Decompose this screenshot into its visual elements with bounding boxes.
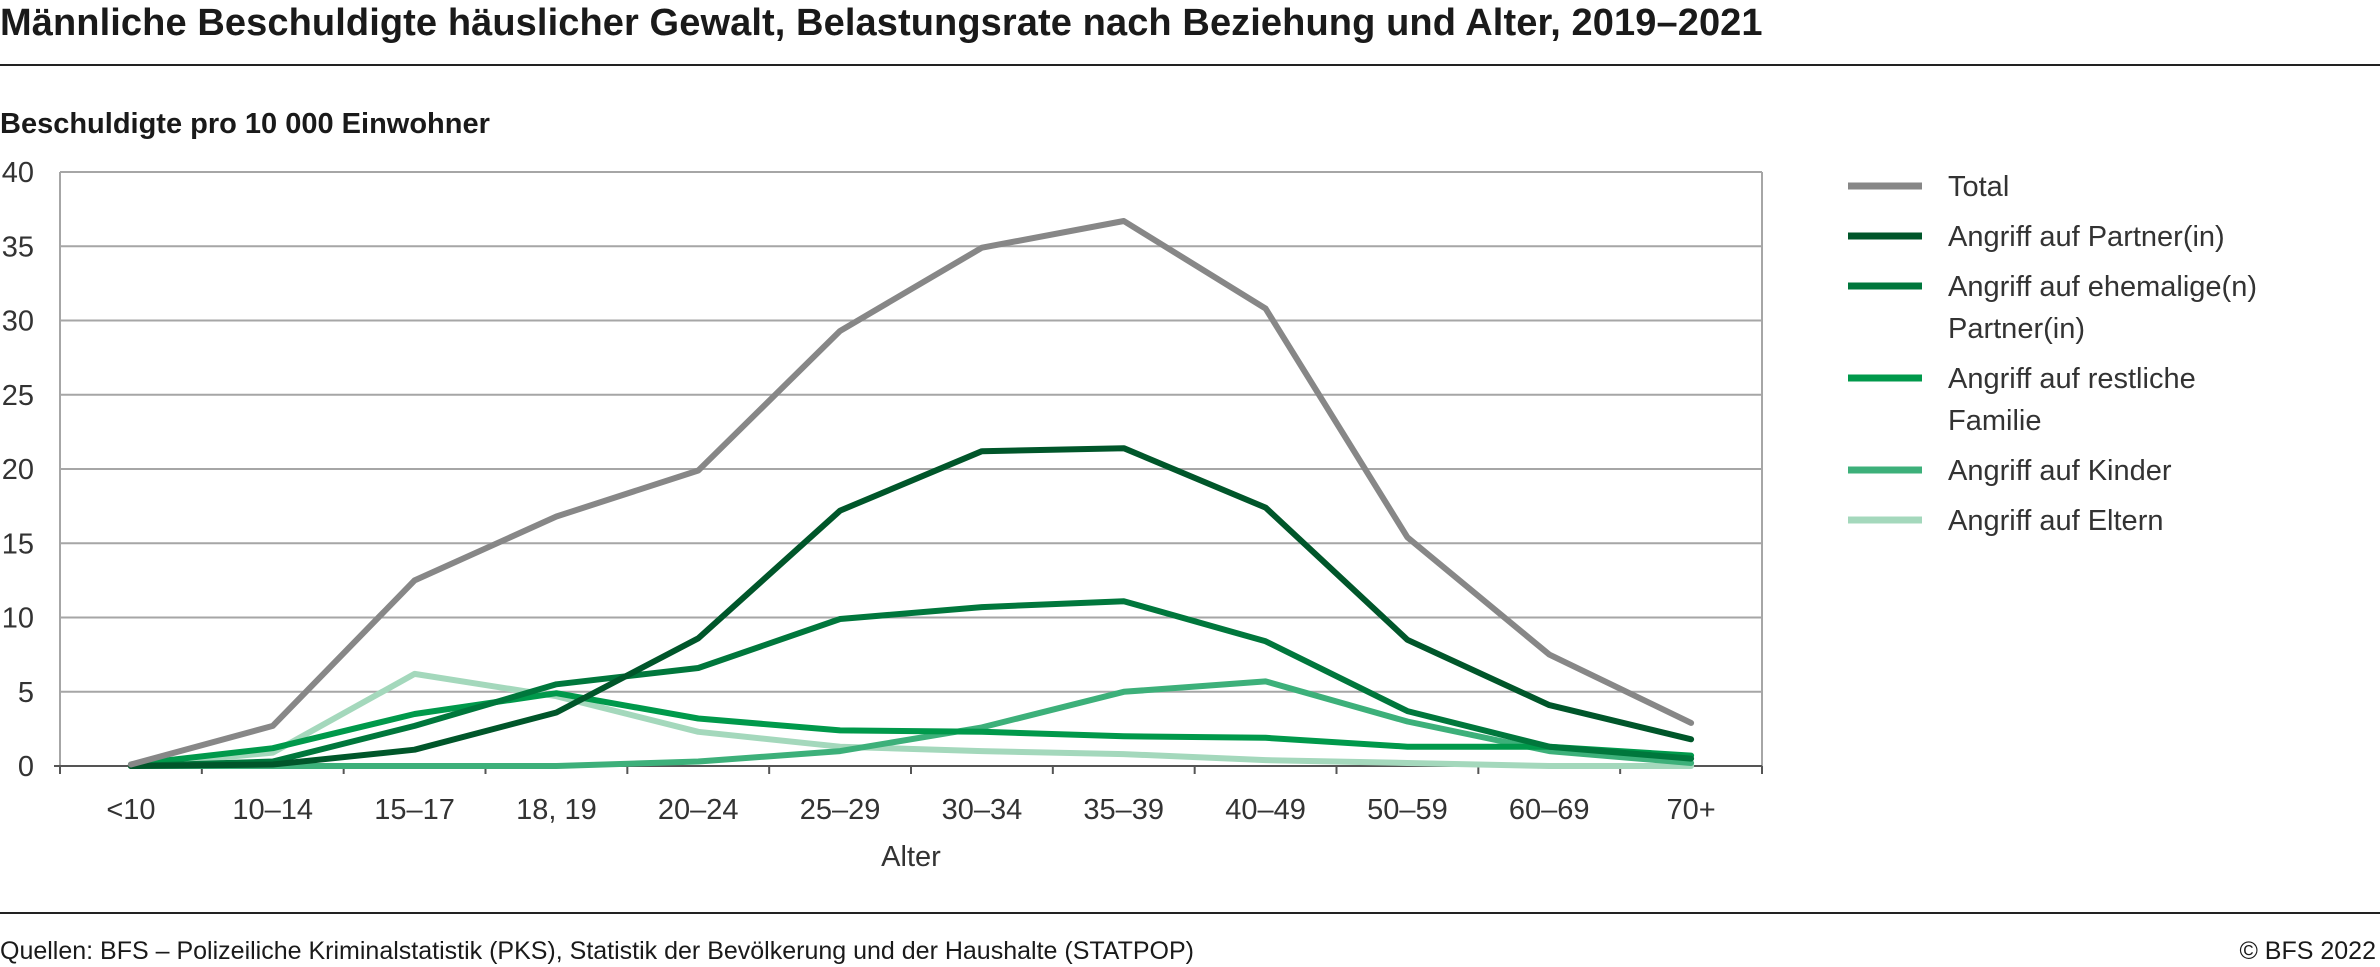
grid-lines bbox=[60, 171, 1762, 693]
x-tick-label: 10–14 bbox=[232, 794, 313, 826]
y-tick-label: 40 bbox=[2, 157, 34, 189]
y-tick-label: 35 bbox=[2, 231, 34, 263]
x-axis-title: Alter bbox=[881, 841, 941, 873]
series-line-2 bbox=[127, 445, 1695, 769]
source-note: Quellen: BFS – Polizeiliche Kriminalstat… bbox=[0, 937, 1194, 965]
x-tick-label: 20–24 bbox=[658, 794, 739, 826]
line-chart: 0 5 10 15 20 25 30 35 40 <10 10–14 15–17 18, 19 20–2… bbox=[2, 157, 2257, 873]
x-tick-label: 30–34 bbox=[942, 794, 1023, 826]
series-line-6 bbox=[127, 670, 1695, 769]
x-tick-label: 70+ bbox=[1666, 794, 1715, 826]
x-tick-label: 25–29 bbox=[800, 794, 881, 826]
chart-title: Männliche Beschuldigte häuslicher Gewalt… bbox=[0, 2, 1763, 44]
series-line-1 bbox=[127, 218, 1695, 768]
y-tick-label: 10 bbox=[2, 603, 34, 635]
series-line-4 bbox=[127, 690, 1695, 768]
title-divider bbox=[0, 64, 2380, 66]
legend-label: Angriff auf Kinder bbox=[1948, 455, 2172, 487]
series-line-3 bbox=[127, 598, 1695, 769]
x-tick-label: 50–59 bbox=[1367, 794, 1448, 826]
series-lines bbox=[127, 218, 1695, 769]
y-axis-unit-label: Beschuldigte pro 10 000 Einwohner bbox=[0, 108, 490, 140]
x-tick-labels: <10 10–14 15–17 18, 19 20–24 25–29 30–34 35–39 4… bbox=[106, 794, 1715, 826]
x-tick-label: 15–17 bbox=[374, 794, 455, 826]
footer-divider bbox=[0, 912, 2380, 914]
y-tick-label: 30 bbox=[2, 306, 34, 338]
legend-label: Total bbox=[1948, 171, 2009, 203]
copyright-note: © BFS 2022 bbox=[2239, 937, 2376, 965]
y-tick-label: 20 bbox=[2, 454, 34, 486]
x-tick-label: 40–49 bbox=[1225, 794, 1306, 826]
legend-label: Angriff auf Partner(in) bbox=[1948, 221, 2225, 253]
x-tick-label: 35–39 bbox=[1083, 794, 1164, 826]
legend: Total Angriff auf Partner(in) Angriff auf … bbox=[1848, 171, 2257, 537]
y-tick-label: 25 bbox=[2, 380, 34, 412]
y-tick-label: 5 bbox=[18, 677, 34, 709]
y-tick-label: 15 bbox=[2, 528, 34, 560]
series-line-5 bbox=[127, 678, 1695, 769]
legend-label: Angriff auf Eltern bbox=[1948, 505, 2163, 537]
legend-label: Angriff auf ehemalige(n) Partner(in) bbox=[1948, 271, 2257, 345]
y-tick-label: 0 bbox=[18, 751, 34, 783]
x-tick-label: 60–69 bbox=[1509, 794, 1590, 826]
y-tick-labels: 0 5 10 15 20 25 30 35 40 bbox=[2, 157, 34, 783]
x-tick-label: <10 bbox=[106, 794, 155, 826]
legend-label: Angriff auf restliche Familie bbox=[1948, 363, 2196, 437]
x-tick-label: 18, 19 bbox=[516, 794, 597, 826]
